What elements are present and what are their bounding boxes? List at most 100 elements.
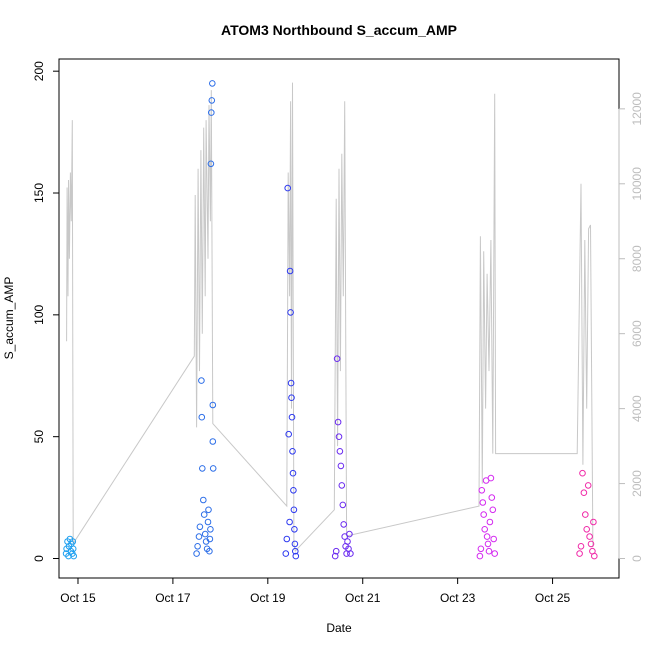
data-point: [285, 430, 293, 438]
data-point: [289, 469, 297, 477]
y-left-tick-label: 50: [32, 430, 46, 444]
y-right-tick-label: 0: [630, 555, 644, 562]
x-tick-label: Oct 21: [345, 591, 381, 605]
data-point: [292, 552, 300, 560]
data-point: [478, 487, 486, 494]
y-left-tick-label: 150: [32, 183, 46, 203]
y-right-tick-label: 2000: [630, 470, 644, 497]
data-point: [196, 523, 204, 531]
data-point: [337, 462, 345, 470]
chart-title: ATOM3 Northbound S_accum_AMP: [221, 22, 457, 38]
x-tick-label: Oct 15: [60, 591, 96, 605]
y-axis-right: 0 2000 4000 6000 8000 10000 12000: [618, 92, 644, 562]
data-point: [479, 499, 487, 506]
data-point: [488, 494, 496, 501]
y-left-tick-label: 200: [32, 61, 46, 81]
data-point: [288, 394, 295, 402]
data-point: [291, 526, 298, 533]
data-point: [334, 418, 342, 426]
data-point: [590, 518, 597, 526]
x-axis: Oct 15 Oct 17 Oct 19 Oct 21 Oct 23 Oct 25: [60, 577, 571, 605]
data-point: [284, 184, 292, 192]
data-point: [584, 482, 592, 489]
y-left-tick-label: 0: [32, 555, 46, 562]
data-point: [491, 550, 499, 557]
data-point: [346, 530, 353, 538]
data-point: [204, 518, 212, 526]
data-point: [485, 547, 493, 555]
x-tick-label: Oct 23: [440, 591, 476, 605]
data-point: [576, 550, 583, 557]
data-point: [209, 438, 217, 445]
y-right-tick-label: 8000: [630, 245, 644, 272]
scatter-points: [62, 80, 598, 560]
x-tick-label: Oct 19: [250, 591, 286, 605]
data-point: [336, 448, 344, 455]
data-point: [286, 518, 293, 526]
data-point: [289, 448, 296, 455]
y-right-tick-label: 6000: [630, 320, 644, 347]
data-point: [70, 552, 77, 560]
data-point: [200, 496, 207, 504]
data-point: [193, 550, 200, 557]
data-point: [586, 533, 593, 540]
data-point: [208, 97, 216, 104]
data-point: [332, 547, 340, 555]
data-point: [490, 535, 498, 543]
y-right-tick-label: 4000: [630, 395, 644, 422]
secondary-line: [66, 82, 594, 553]
x-tick-label: Oct 17: [155, 591, 191, 605]
y-axis-left: 0 50 100 150 200: [32, 61, 59, 562]
data-point: [200, 511, 208, 518]
y-right-tick-label: 12000: [630, 92, 644, 126]
data-point: [583, 526, 591, 533]
data-point: [476, 552, 484, 560]
data-point: [69, 538, 77, 545]
data-point: [290, 506, 298, 514]
data-point: [579, 469, 586, 477]
plot-area: [58, 58, 620, 579]
data-point: [292, 547, 299, 555]
data-point: [591, 552, 598, 560]
data-point: [198, 377, 205, 384]
data-point: [338, 482, 346, 489]
data-point: [486, 518, 494, 526]
data-point: [582, 511, 589, 518]
x-axis-label: Date: [326, 621, 352, 635]
data-point: [481, 526, 489, 533]
data-point: [287, 309, 294, 316]
data-point: [340, 521, 348, 528]
data-point: [286, 267, 294, 275]
data-point: [205, 506, 212, 514]
data-point: [195, 533, 203, 540]
y-left-tick-label: 100: [32, 305, 46, 325]
data-point: [69, 545, 77, 553]
data-point: [282, 550, 290, 557]
data-point: [587, 540, 595, 548]
data-point: [209, 465, 217, 472]
data-point: [207, 526, 214, 533]
y-right-tick-label: 10000: [630, 167, 644, 201]
data-point: [209, 401, 217, 409]
data-point: [339, 501, 347, 509]
data-point: [283, 535, 291, 543]
data-point: [484, 540, 492, 548]
data-point: [194, 543, 201, 550]
data-point: [198, 413, 206, 421]
data-point: [347, 550, 354, 557]
data-point: [483, 533, 491, 540]
data-point: [206, 547, 213, 555]
data-point: [335, 433, 343, 441]
data-point: [487, 474, 495, 482]
data-point: [208, 109, 215, 116]
data-point: [477, 545, 485, 553]
data-point: [577, 543, 585, 550]
data-point: [287, 379, 295, 387]
data-point: [288, 413, 296, 421]
data-point: [344, 538, 351, 545]
data-point: [199, 465, 206, 472]
data-point: [206, 535, 214, 543]
data-point: [209, 80, 216, 87]
data-point: [489, 506, 497, 514]
data-point: [580, 489, 588, 497]
